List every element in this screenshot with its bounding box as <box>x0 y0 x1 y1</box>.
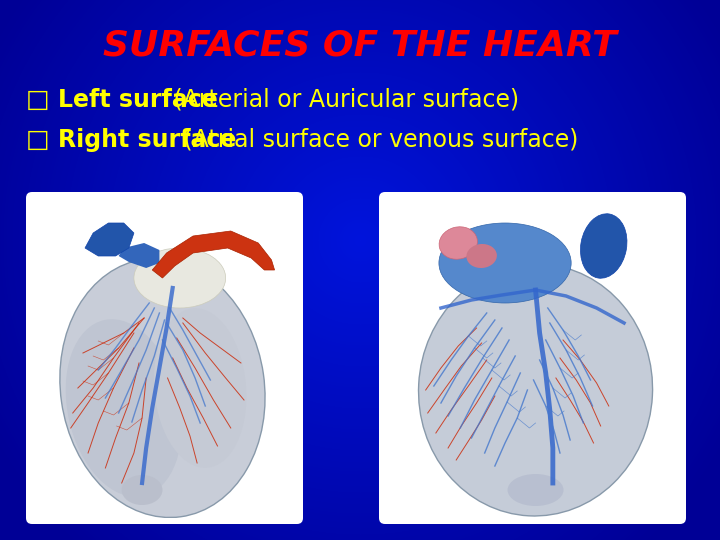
Ellipse shape <box>134 248 225 308</box>
Ellipse shape <box>60 259 265 517</box>
Text: □: □ <box>26 128 50 152</box>
Text: Right surface: Right surface <box>58 128 236 152</box>
Ellipse shape <box>467 244 497 268</box>
Ellipse shape <box>66 319 181 497</box>
Text: (Arterial or Auricular surface): (Arterial or Auricular surface) <box>166 88 519 112</box>
Ellipse shape <box>154 308 246 468</box>
Ellipse shape <box>418 264 652 516</box>
Polygon shape <box>119 243 159 268</box>
FancyBboxPatch shape <box>26 192 303 524</box>
Ellipse shape <box>439 223 571 303</box>
Ellipse shape <box>439 227 477 259</box>
Ellipse shape <box>508 474 564 506</box>
Polygon shape <box>85 223 134 256</box>
Ellipse shape <box>122 475 163 505</box>
Polygon shape <box>152 231 274 278</box>
Text: (Atrial surface or venous surface): (Atrial surface or venous surface) <box>176 128 578 152</box>
Text: □: □ <box>26 88 50 112</box>
Ellipse shape <box>580 214 627 278</box>
Text: Left surface: Left surface <box>58 88 217 112</box>
Text: SURFACES OF THE HEART: SURFACES OF THE HEART <box>103 28 617 62</box>
FancyBboxPatch shape <box>379 192 686 524</box>
